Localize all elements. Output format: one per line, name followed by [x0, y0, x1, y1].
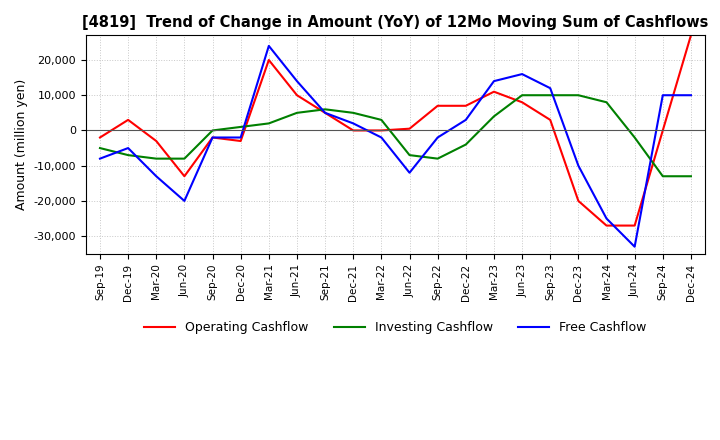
Free Cashflow	[208, 135, 217, 140]
Free Cashflow	[377, 135, 386, 140]
Investing Cashflow	[292, 110, 301, 115]
Operating Cashflow	[124, 117, 132, 122]
Free Cashflow	[687, 92, 696, 98]
Operating Cashflow	[264, 57, 273, 62]
Operating Cashflow	[377, 128, 386, 133]
Operating Cashflow	[546, 117, 554, 122]
Free Cashflow	[518, 71, 526, 77]
Investing Cashflow	[602, 99, 611, 105]
Operating Cashflow	[602, 223, 611, 228]
Y-axis label: Amount (million yen): Amount (million yen)	[15, 79, 28, 210]
Free Cashflow	[349, 121, 358, 126]
Free Cashflow	[462, 117, 470, 122]
Operating Cashflow	[96, 135, 104, 140]
Investing Cashflow	[630, 135, 639, 140]
Investing Cashflow	[574, 92, 582, 98]
Free Cashflow	[96, 156, 104, 161]
Operating Cashflow	[180, 174, 189, 179]
Operating Cashflow	[349, 128, 358, 133]
Operating Cashflow	[462, 103, 470, 108]
Investing Cashflow	[433, 156, 442, 161]
Investing Cashflow	[208, 128, 217, 133]
Free Cashflow	[602, 216, 611, 221]
Operating Cashflow	[630, 223, 639, 228]
Investing Cashflow	[687, 174, 696, 179]
Free Cashflow	[574, 163, 582, 169]
Investing Cashflow	[518, 92, 526, 98]
Operating Cashflow	[659, 128, 667, 133]
Free Cashflow	[490, 78, 498, 84]
Line: Free Cashflow: Free Cashflow	[100, 46, 691, 247]
Operating Cashflow	[518, 99, 526, 105]
Operating Cashflow	[405, 126, 414, 131]
Investing Cashflow	[659, 174, 667, 179]
Free Cashflow	[659, 92, 667, 98]
Line: Operating Cashflow: Operating Cashflow	[100, 35, 691, 226]
Investing Cashflow	[264, 121, 273, 126]
Investing Cashflow	[96, 146, 104, 151]
Operating Cashflow	[236, 139, 245, 144]
Free Cashflow	[236, 135, 245, 140]
Free Cashflow	[433, 135, 442, 140]
Free Cashflow	[292, 78, 301, 84]
Investing Cashflow	[349, 110, 358, 115]
Free Cashflow	[180, 198, 189, 204]
Free Cashflow	[405, 170, 414, 176]
Operating Cashflow	[292, 92, 301, 98]
Investing Cashflow	[490, 114, 498, 119]
Operating Cashflow	[490, 89, 498, 94]
Free Cashflow	[124, 146, 132, 151]
Free Cashflow	[152, 174, 161, 179]
Operating Cashflow	[208, 135, 217, 140]
Free Cashflow	[321, 110, 330, 115]
Operating Cashflow	[687, 33, 696, 38]
Free Cashflow	[264, 43, 273, 48]
Investing Cashflow	[180, 156, 189, 161]
Investing Cashflow	[377, 117, 386, 122]
Legend: Operating Cashflow, Investing Cashflow, Free Cashflow: Operating Cashflow, Investing Cashflow, …	[139, 316, 652, 339]
Free Cashflow	[630, 244, 639, 249]
Investing Cashflow	[152, 156, 161, 161]
Title: [4819]  Trend of Change in Amount (YoY) of 12Mo Moving Sum of Cashflows: [4819] Trend of Change in Amount (YoY) o…	[82, 15, 708, 30]
Investing Cashflow	[321, 106, 330, 112]
Operating Cashflow	[152, 139, 161, 144]
Investing Cashflow	[124, 153, 132, 158]
Free Cashflow	[546, 85, 554, 91]
Investing Cashflow	[236, 124, 245, 129]
Investing Cashflow	[462, 142, 470, 147]
Investing Cashflow	[405, 153, 414, 158]
Investing Cashflow	[546, 92, 554, 98]
Operating Cashflow	[574, 198, 582, 204]
Line: Investing Cashflow: Investing Cashflow	[100, 95, 691, 176]
Operating Cashflow	[321, 110, 330, 115]
Operating Cashflow	[433, 103, 442, 108]
